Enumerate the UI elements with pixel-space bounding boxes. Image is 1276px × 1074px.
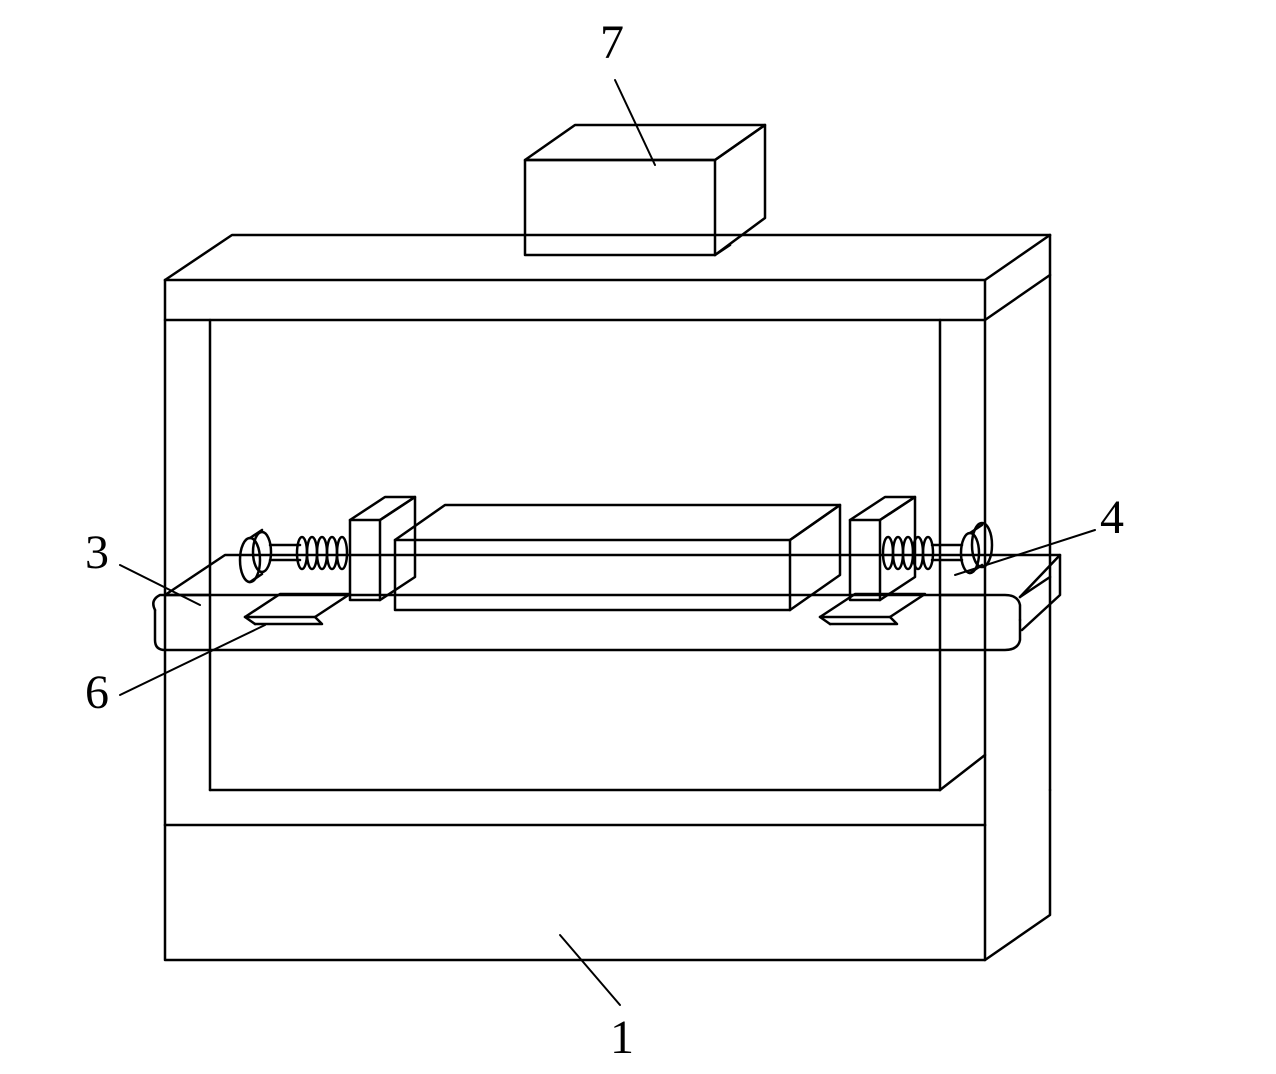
label-4: 4	[1100, 490, 1124, 545]
leader-1	[560, 935, 620, 1005]
leader-7	[615, 80, 655, 165]
leader-3	[120, 565, 200, 605]
label-6: 6	[85, 665, 109, 720]
label-3: 3	[85, 525, 109, 580]
label-7: 7	[600, 15, 624, 70]
technical-diagram	[0, 0, 1276, 1074]
label-1: 1	[610, 1010, 634, 1065]
leader-6	[120, 625, 265, 695]
